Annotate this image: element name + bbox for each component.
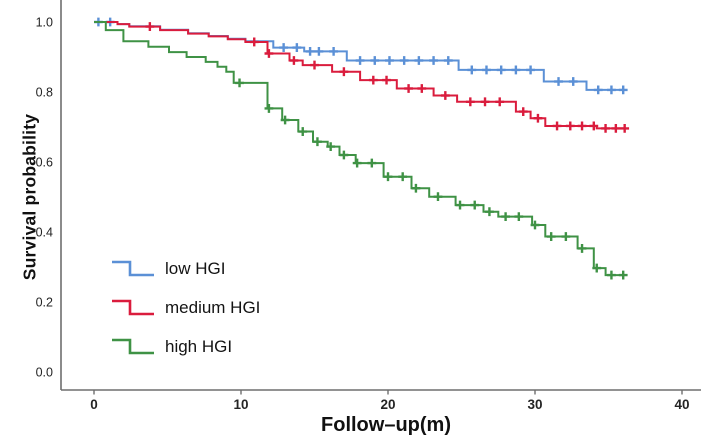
x-tick-label-4: 40 [674, 397, 689, 412]
legend-item-high-hgi: high HGI [110, 334, 260, 360]
legend-step-glyph-low-hgi [112, 260, 154, 277]
x-axis-title: Follow–up(m) [321, 414, 451, 436]
y-tick-label-2: 0.4 [36, 226, 53, 240]
survival-curve-high-hgi [94, 21, 625, 277]
legend-label-high-hgi: high HGI [165, 337, 233, 356]
legend: low HGI medium HGI high HGI [110, 256, 260, 360]
y-tick-label-5: 1.0 [36, 16, 53, 30]
legend-label-low-hgi: low HGI [165, 259, 226, 278]
x-tick-label-1: 10 [233, 397, 248, 412]
y-tick-label-3: 0.6 [36, 156, 53, 170]
legend-item-low-hgi: low HGI [110, 256, 260, 282]
y-tick-label-4: 0.8 [36, 86, 53, 100]
x-tick-label-0: 0 [90, 397, 98, 412]
censor-marks-medium-hgi [145, 22, 630, 133]
legend-item-medium-hgi: medium HGI [110, 295, 260, 321]
survival-curve-medium-hgi [94, 21, 625, 130]
y-tick-label-1: 0.2 [36, 296, 53, 310]
legend-label-medium-hgi: medium HGI [165, 298, 261, 317]
x-tick-label-3: 30 [527, 397, 542, 412]
censor-marks-high-hgi [235, 78, 628, 280]
y-axis-title: Survival probability [19, 113, 40, 281]
legend-step-glyph-medium-hgi [112, 299, 154, 316]
legend-step-glyph-high-hgi [112, 338, 154, 355]
x-tick-label-2: 20 [380, 397, 395, 412]
y-tick-label-0: 0.0 [36, 366, 53, 380]
